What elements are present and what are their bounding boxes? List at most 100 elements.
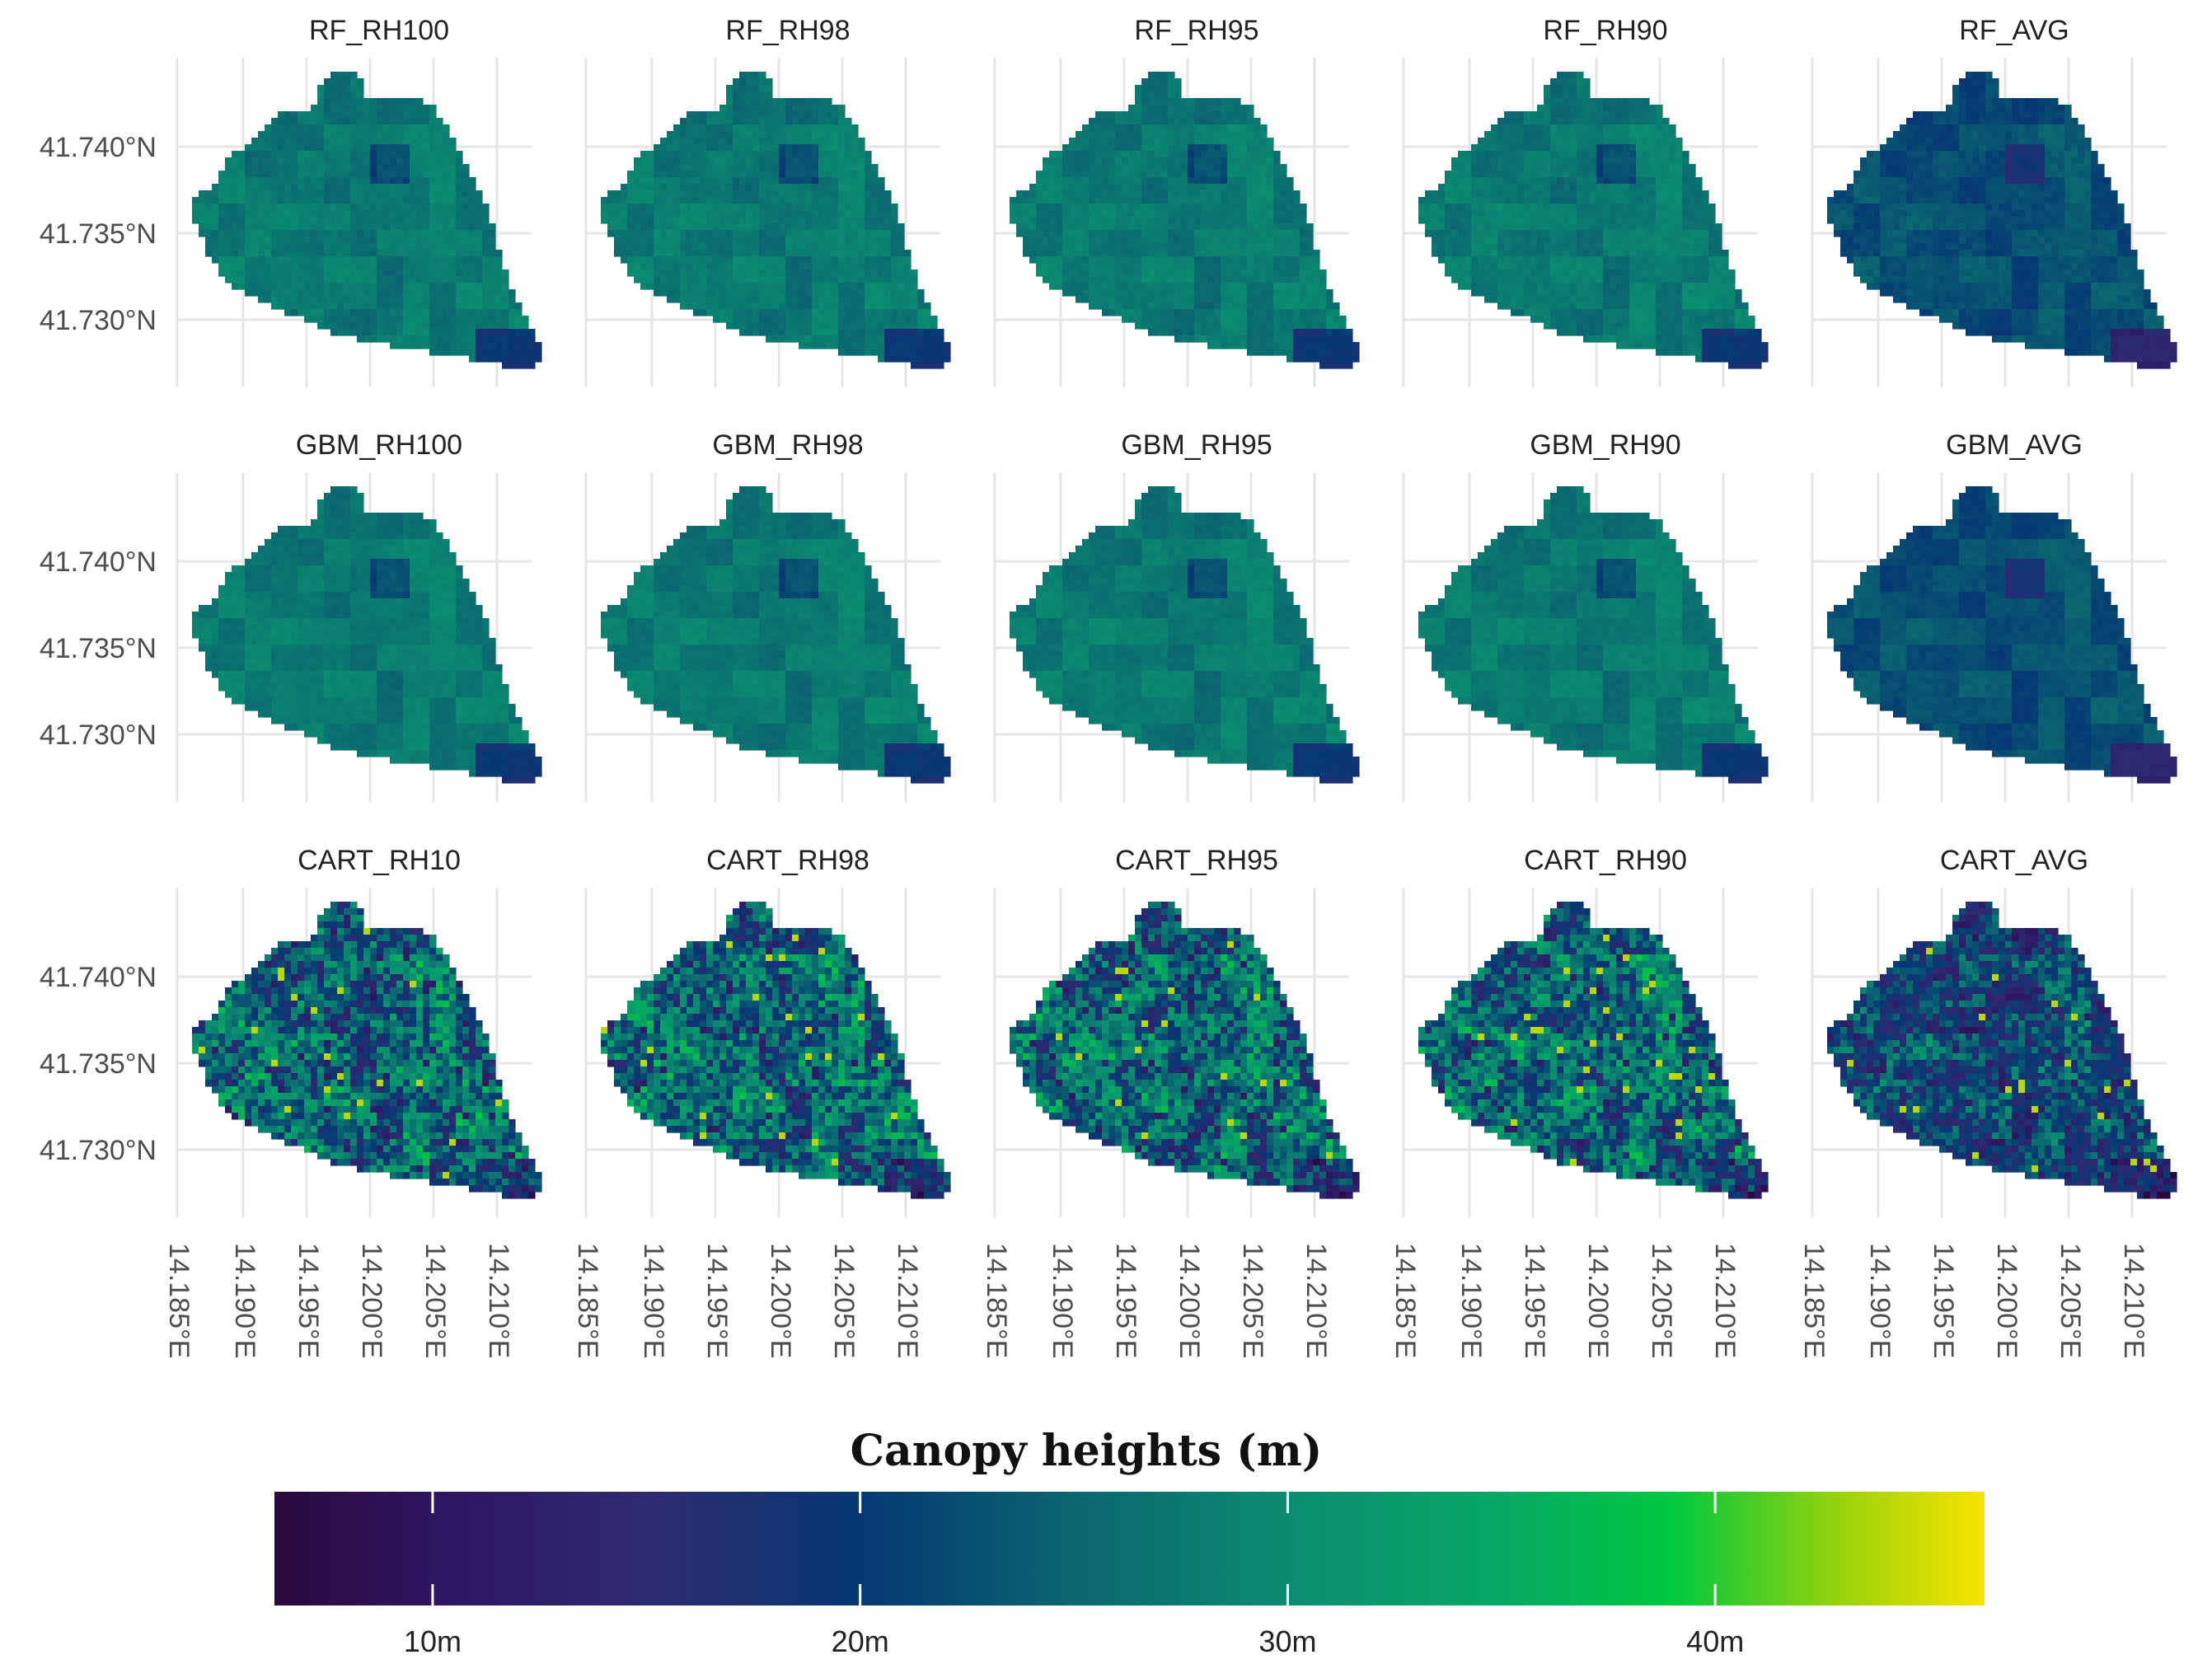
- raster-cell: [284, 131, 292, 138]
- raster-cell: [390, 342, 397, 349]
- raster-cell: [1234, 197, 1241, 204]
- raster-cell: [1188, 243, 1195, 251]
- raster-cell: [1049, 204, 1057, 211]
- raster-cell: [1273, 237, 1281, 244]
- raster-cell: [680, 151, 687, 158]
- raster-cell: [1491, 210, 1498, 218]
- raster-cell: [1675, 151, 1683, 158]
- raster-cell: [1122, 210, 1129, 218]
- raster-cell: [1168, 217, 1175, 224]
- raster-cell: [766, 78, 773, 86]
- raster-cell: [1333, 329, 1340, 336]
- raster-cell: [1511, 210, 1518, 218]
- raster-cell: [1062, 250, 1070, 257]
- raster-cell: [891, 296, 898, 303]
- raster-cell: [845, 270, 852, 277]
- raster-cell: [436, 151, 443, 158]
- raster-cell: [482, 237, 490, 244]
- raster-cell: [495, 256, 503, 264]
- raster-cell: [482, 349, 490, 356]
- raster-cell: [1550, 164, 1558, 171]
- raster-cell: [812, 276, 819, 284]
- raster-cell: [396, 157, 404, 165]
- raster-cell: [225, 237, 232, 244]
- raster-cell: [278, 197, 285, 204]
- raster-cell: [284, 164, 292, 171]
- raster-cell: [284, 190, 292, 198]
- raster-cell: [1695, 204, 1703, 211]
- raster-cell: [785, 270, 793, 277]
- raster-cell: [792, 243, 799, 251]
- raster-cell: [1656, 184, 1663, 191]
- raster-cell: [337, 322, 344, 330]
- raster-cell: [1544, 131, 1551, 138]
- raster-cell: [779, 98, 786, 105]
- raster-cell: [1227, 171, 1235, 178]
- raster-cell: [429, 223, 437, 231]
- raster-cell: [752, 105, 760, 112]
- raster-cell: [436, 302, 443, 310]
- raster-cell: [779, 190, 786, 198]
- raster-cell: [733, 177, 740, 185]
- raster-cell: [1537, 131, 1544, 138]
- raster-cell: [436, 184, 443, 191]
- raster-cell: [878, 335, 885, 343]
- raster-cell: [469, 342, 476, 349]
- raster-cell: [759, 283, 766, 290]
- raster-cell: [726, 302, 733, 310]
- raster-cell: [1155, 263, 1162, 270]
- raster-cell: [258, 151, 265, 158]
- raster-cell: [482, 335, 490, 343]
- raster-cell: [726, 270, 733, 277]
- raster-cell: [911, 355, 918, 363]
- raster-cell: [1056, 184, 1063, 191]
- raster-cell: [1234, 138, 1241, 145]
- raster-cell: [1214, 250, 1221, 257]
- raster-cell: [390, 217, 397, 224]
- raster-cell: [410, 197, 417, 204]
- raster-cell: [1043, 171, 1050, 178]
- raster-cell: [462, 171, 470, 178]
- raster-cell: [1174, 309, 1182, 316]
- raster-cell: [1036, 237, 1043, 244]
- raster-cell: [383, 105, 391, 112]
- raster-cell: [1550, 204, 1558, 211]
- raster-cell: [330, 223, 338, 231]
- raster-cell: [746, 296, 753, 303]
- raster-cell: [1062, 190, 1070, 198]
- raster-cell: [1478, 177, 1485, 185]
- raster-cell: [403, 322, 410, 330]
- raster-cell: [1649, 184, 1657, 191]
- raster-cell: [891, 355, 898, 363]
- raster-cell: [1530, 197, 1538, 204]
- raster-cell: [805, 289, 813, 297]
- raster-cell: [324, 171, 331, 178]
- raster-cell: [469, 177, 476, 185]
- raster-cell: [271, 263, 279, 270]
- raster-cell: [489, 270, 496, 277]
- raster-cell: [1675, 138, 1683, 145]
- raster-cell: [693, 256, 701, 264]
- raster-cell: [298, 237, 305, 244]
- raster-cell: [759, 118, 766, 125]
- raster-cell: [1306, 322, 1314, 330]
- raster-cell: [739, 296, 747, 303]
- raster-cell: [1313, 322, 1320, 330]
- raster-cell: [1550, 98, 1558, 105]
- raster-cell: [785, 217, 793, 224]
- raster-cell: [1174, 237, 1182, 244]
- raster-cell: [1675, 190, 1683, 198]
- raster-cell: [403, 131, 410, 138]
- raster-cell: [350, 289, 358, 297]
- raster-cell: [1306, 263, 1314, 270]
- raster-cell: [911, 349, 918, 356]
- raster-cell: [456, 230, 463, 237]
- raster-cell: [410, 276, 417, 284]
- raster-cell: [232, 230, 239, 237]
- raster-cell: [838, 322, 846, 330]
- raster-cell: [799, 144, 806, 152]
- raster-cell: [733, 197, 740, 204]
- raster-cell: [1240, 210, 1248, 218]
- raster-cell: [1181, 316, 1188, 323]
- raster-cell: [851, 217, 859, 224]
